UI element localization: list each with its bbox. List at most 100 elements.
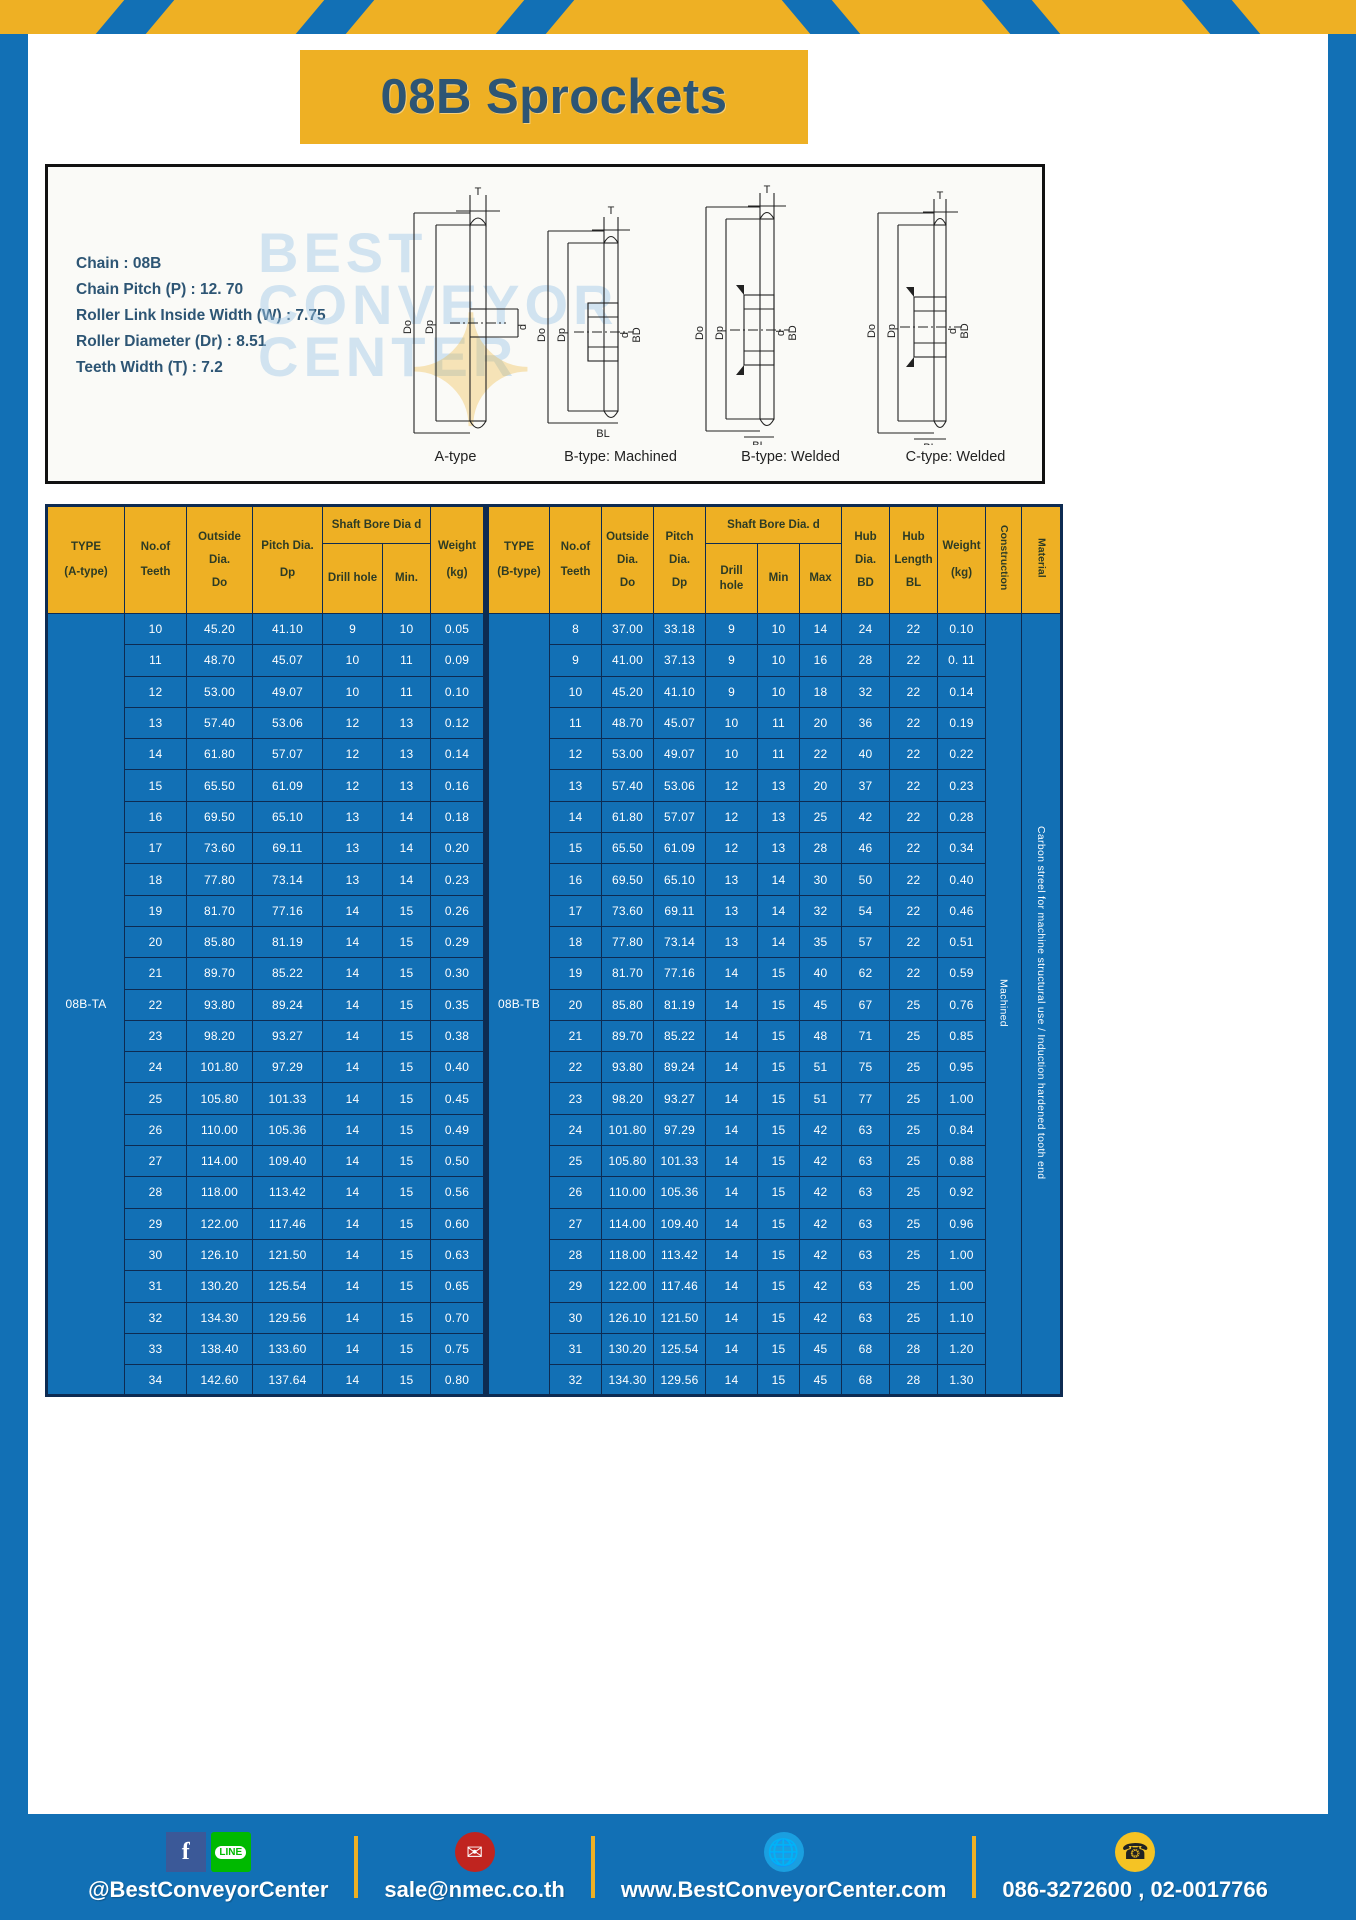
cell-teeth: 24 xyxy=(124,1051,187,1084)
cell-hub-length: 22 xyxy=(889,957,938,990)
cell-drill-hole: 10 xyxy=(322,644,383,677)
cell-pitch-dia: 57.07 xyxy=(653,800,706,834)
cell-outside-dia: 61.80 xyxy=(186,738,253,771)
cell-outside-dia: 101.80 xyxy=(601,1113,654,1147)
cell-weight: 0.95 xyxy=(937,1051,986,1084)
cell-drill-hole: 13 xyxy=(705,863,758,896)
footer-website-group[interactable]: 🌐 www.BestConveyorCenter.com xyxy=(609,1831,959,1903)
cell-outside-dia: 48.70 xyxy=(186,644,253,677)
email-address[interactable]: sale@nmec.co.th xyxy=(384,1877,565,1902)
cell-weight: 1.30 xyxy=(937,1364,986,1397)
cell-drill-hole: 14 xyxy=(705,1301,758,1334)
table-row: 18 77.80 73.14 13 14 35 57 22 0.51 xyxy=(488,925,1062,959)
footer-social-group[interactable]: f LINE @BestConveyorCenter xyxy=(76,1831,340,1903)
cell-hub-dia: 67 xyxy=(841,988,890,1021)
cell-drill-hole: 14 xyxy=(705,1364,758,1397)
table-row: 22 93.80 89.24 14 15 0.35 xyxy=(47,988,485,1021)
cell-drill-hole: 14 xyxy=(322,894,383,927)
table-row: 16 69.50 65.10 13 14 30 50 22 0.40 xyxy=(488,863,1062,896)
cell-pitch-dia: 33.18 xyxy=(653,612,706,646)
cell-outside-dia: 65.50 xyxy=(186,769,253,802)
cell-outside-dia: 85.80 xyxy=(186,925,253,959)
cell-teeth: 25 xyxy=(124,1082,187,1115)
cell-min: 15 xyxy=(382,1113,431,1147)
cell-pitch-dia: 45.07 xyxy=(252,644,323,677)
cell-max: 42 xyxy=(799,1113,842,1147)
cell-weight: 0.09 xyxy=(430,644,485,677)
cell-pitch-dia: 93.27 xyxy=(653,1082,706,1115)
cell-weight: 0.10 xyxy=(937,612,986,646)
cell-min: 15 xyxy=(757,1301,800,1334)
cell-pitch-dia: 49.07 xyxy=(653,738,706,771)
cell-hub-length: 25 xyxy=(889,1082,938,1115)
cell-drill-hole: 12 xyxy=(705,800,758,834)
phone-numbers[interactable]: 086-3272600 , 02-0017766 xyxy=(1002,1877,1268,1902)
cell-min: 15 xyxy=(382,1145,431,1178)
cell-max: 48 xyxy=(799,1019,842,1053)
table-row: 32 134.30 129.56 14 15 0.70 xyxy=(47,1301,485,1334)
cell-teeth: 21 xyxy=(549,1019,602,1053)
th-shaft-bore-group-b: Shaft Bore Dia. d xyxy=(705,505,842,544)
cell-weight: 0.59 xyxy=(937,957,986,990)
cell-outside-dia: 73.60 xyxy=(186,832,253,865)
cell-hub-dia: 32 xyxy=(841,675,890,708)
cell-outside-dia: 45.20 xyxy=(601,675,654,708)
table-row: 31 130.20 125.54 14 15 45 68 28 1.20 xyxy=(488,1332,1062,1366)
table-row: 23 98.20 93.27 14 15 51 77 25 1.00 xyxy=(488,1082,1062,1115)
line-icon[interactable]: LINE xyxy=(210,1832,251,1872)
facebook-icon[interactable]: f xyxy=(165,1832,206,1872)
footer-divider-1 xyxy=(354,1836,359,1898)
table-row: 28 118.00 113.42 14 15 0.56 xyxy=(47,1176,485,1209)
cell-teeth: 33 xyxy=(124,1332,187,1366)
cell-min: 14 xyxy=(382,832,431,865)
th-outside-dia: Outside Dia. Do xyxy=(186,505,253,614)
svg-text:BL: BL xyxy=(752,440,765,445)
cell-teeth: 13 xyxy=(124,706,187,740)
cell-pitch-dia: 37.13 xyxy=(653,644,706,677)
cell-pitch-dia: 73.14 xyxy=(252,863,323,896)
cell-teeth: 24 xyxy=(549,1113,602,1147)
table-row: 24 101.80 97.29 14 15 42 63 25 0.84 xyxy=(488,1113,1062,1147)
footer-phone-group[interactable]: ☎ 086-3272600 , 02-0017766 xyxy=(990,1831,1279,1903)
svg-text:BD: BD xyxy=(959,323,971,338)
footer-email-group[interactable]: ✉ sale@nmec.co.th xyxy=(372,1831,576,1903)
phone-icon[interactable]: ☎ xyxy=(1115,1832,1156,1872)
website-url[interactable]: www.BestConveyorCenter.com xyxy=(620,1877,947,1902)
table-b-body: 08B-TB 8 37.00 33.18 9 10 14 24 22 0.10 Machined Ca… xyxy=(487,612,1062,1397)
cell-hub-dia: 63 xyxy=(841,1176,890,1209)
th-hub-length: Hub Length BL xyxy=(889,505,938,614)
th-od-sub2: Do xyxy=(211,576,228,589)
cell-pitch-dia: 69.11 xyxy=(252,832,323,865)
th-hublen-sub2: BL xyxy=(905,576,922,589)
cell-drill-hole: 14 xyxy=(705,1332,758,1366)
cell-min: 11 xyxy=(757,706,800,740)
cell-weight: 0.60 xyxy=(430,1207,485,1240)
cell-teeth: 27 xyxy=(124,1145,187,1178)
cell-weight: 0.80 xyxy=(430,1364,485,1397)
cell-max: 42 xyxy=(799,1207,842,1240)
cell-weight: 0.88 xyxy=(937,1145,986,1178)
globe-icon[interactable]: 🌐 xyxy=(763,1832,804,1872)
cell-hub-dia: 68 xyxy=(841,1364,890,1397)
table-row: 14 61.80 57.07 12 13 25 42 22 0.28 xyxy=(488,800,1062,834)
table-row: 27 114.00 109.40 14 15 0.50 xyxy=(47,1145,485,1178)
mail-icon[interactable]: ✉ xyxy=(454,1832,495,1872)
cell-outside-dia: 85.80 xyxy=(601,988,654,1021)
footer-divider-3 xyxy=(972,1836,977,1898)
cell-pitch-dia: 85.22 xyxy=(252,957,323,990)
cell-drill-hole: 14 xyxy=(705,1019,758,1053)
cell-max: 42 xyxy=(799,1145,842,1178)
spec-line-teeth-width: Teeth Width (T) : 7.2 xyxy=(76,359,223,376)
table-row: 23 98.20 93.27 14 15 0.38 xyxy=(47,1019,485,1053)
cell-teeth: 26 xyxy=(124,1113,187,1147)
facebook-handle[interactable]: @BestConveyorCenter xyxy=(88,1877,329,1902)
cell-weight: 0.29 xyxy=(430,925,485,959)
svg-text:BL: BL xyxy=(596,428,609,440)
cell-hub-dia: 62 xyxy=(841,957,890,990)
svg-text:BD: BD xyxy=(631,327,643,342)
cell-weight: 0.19 xyxy=(937,706,986,740)
cell-outside-dia: 122.00 xyxy=(186,1207,253,1240)
cell-pitch-dia: 109.40 xyxy=(252,1145,323,1178)
th-teeth-b: No.of Teeth xyxy=(549,505,602,614)
cell-teeth: 11 xyxy=(549,706,602,740)
